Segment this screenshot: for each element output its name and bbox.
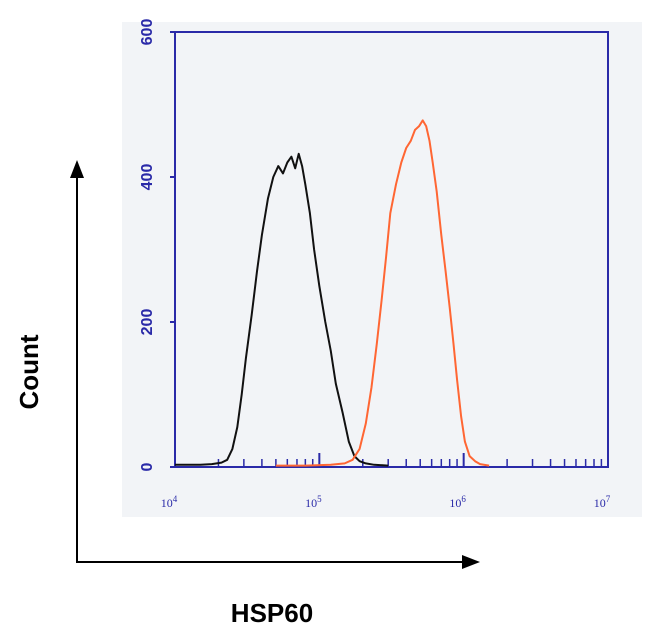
plot-background xyxy=(122,22,642,517)
y-tick-labels: 0 200 400 600 xyxy=(139,19,175,471)
y-tick-label: 600 xyxy=(139,19,156,46)
y-tick-label: 200 xyxy=(139,309,156,336)
x-tick-label: 104 xyxy=(161,494,178,510)
x-tick-label: 107 xyxy=(594,494,611,510)
x-axis-arrowhead xyxy=(462,555,480,569)
y-axis-label: Count xyxy=(14,334,44,409)
series-layer xyxy=(175,119,490,467)
x-tick-label: 106 xyxy=(449,494,466,510)
plot-frame xyxy=(174,31,609,468)
x-tick-marks xyxy=(174,453,609,467)
series-line-orange xyxy=(275,119,490,467)
y-tick-label: 0 xyxy=(139,462,156,471)
x-axis-label: HSP60 xyxy=(231,598,313,628)
x-tick-labels: 104 105 106 107 xyxy=(161,494,611,510)
x-tick-label: 105 xyxy=(305,494,322,510)
y-axis-arrowhead xyxy=(70,160,84,178)
y-tick-label: 400 xyxy=(139,164,156,191)
outer-axes xyxy=(70,160,480,569)
series-line-black xyxy=(175,152,389,467)
